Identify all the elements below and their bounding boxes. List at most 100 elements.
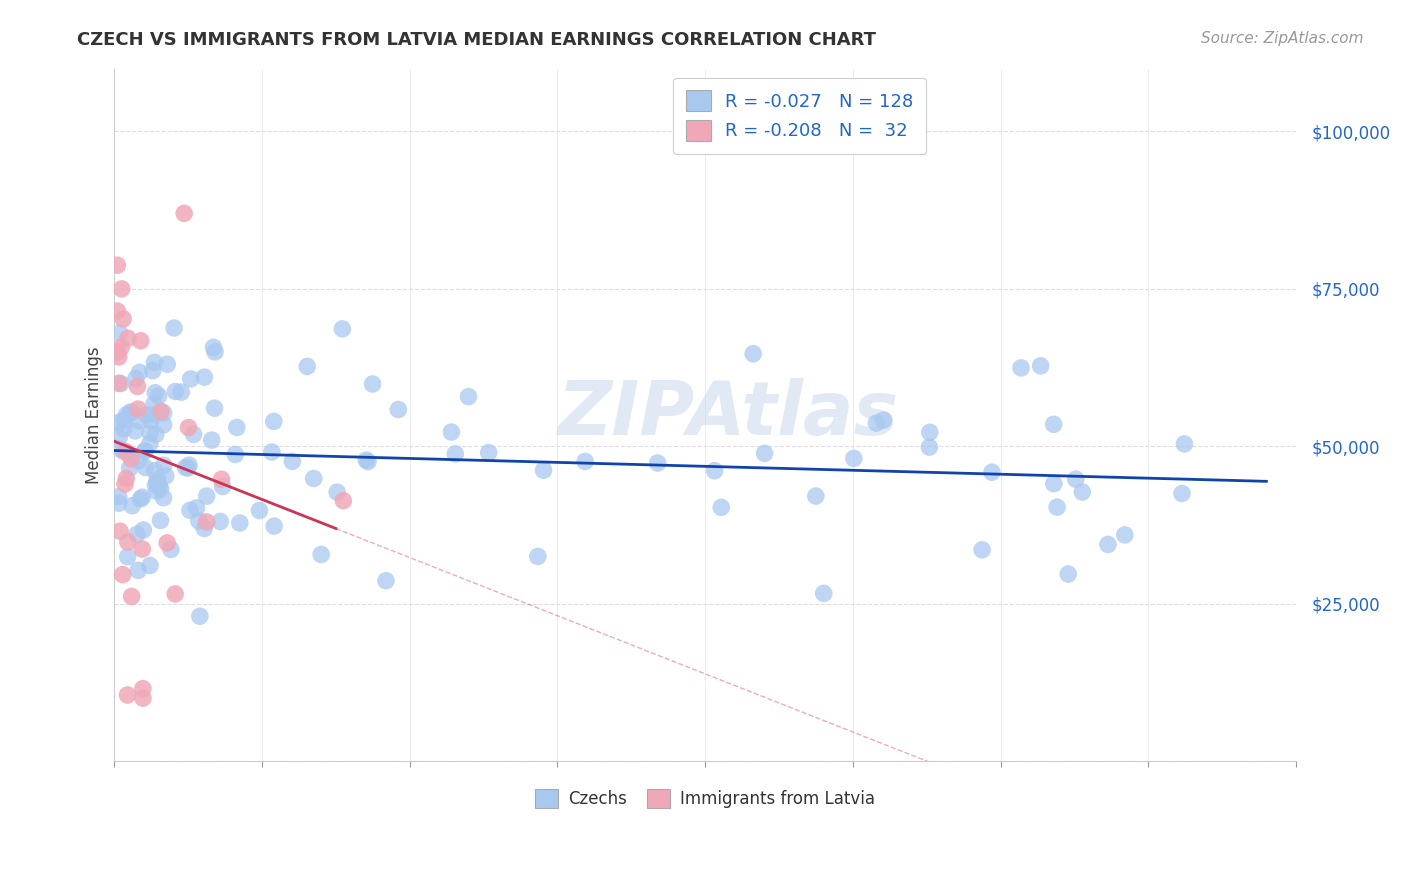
Point — [105, 304, 128, 318]
Point — [107, 376, 129, 391]
Point — [108, 415, 131, 429]
Point — [357, 455, 380, 469]
Point — [1042, 417, 1064, 432]
Point — [1046, 500, 1069, 515]
Text: Source: ZipAtlas.com: Source: ZipAtlas.com — [1201, 31, 1364, 46]
Point — [209, 515, 232, 529]
Point — [145, 427, 167, 442]
Point — [326, 485, 349, 500]
Point — [108, 524, 131, 538]
Point — [177, 420, 200, 434]
Point — [1043, 476, 1066, 491]
Point — [117, 331, 139, 345]
Point — [754, 446, 776, 460]
Point — [143, 464, 166, 478]
Point — [152, 458, 174, 473]
Point — [121, 590, 143, 604]
Point — [204, 401, 226, 416]
Point — [120, 451, 142, 466]
Point — [112, 413, 135, 427]
Point — [804, 489, 827, 503]
Point — [139, 414, 162, 428]
Point — [193, 370, 215, 384]
Point — [1010, 360, 1032, 375]
Point — [249, 503, 271, 517]
Point — [121, 499, 143, 513]
Point — [131, 490, 153, 504]
Point — [478, 445, 501, 459]
Point — [332, 322, 354, 336]
Point — [152, 417, 174, 432]
Point — [224, 448, 246, 462]
Point — [142, 397, 165, 411]
Point — [118, 461, 141, 475]
Point — [302, 471, 325, 485]
Point — [440, 425, 463, 439]
Point — [114, 444, 136, 458]
Point — [710, 500, 733, 515]
Point — [1171, 486, 1194, 500]
Point — [148, 479, 170, 493]
Point — [457, 390, 479, 404]
Point — [332, 493, 354, 508]
Point — [114, 477, 136, 491]
Point — [260, 445, 283, 459]
Point — [146, 475, 169, 490]
Point — [148, 389, 170, 403]
Point — [146, 472, 169, 486]
Point — [374, 574, 396, 588]
Point — [117, 535, 139, 549]
Point — [127, 563, 149, 577]
Point — [183, 427, 205, 442]
Point — [155, 469, 177, 483]
Point — [195, 515, 218, 529]
Point — [152, 491, 174, 505]
Point — [156, 536, 179, 550]
Point — [703, 464, 725, 478]
Legend: Czechs, Immigrants from Latvia: Czechs, Immigrants from Latvia — [529, 782, 882, 815]
Point — [972, 542, 994, 557]
Text: ZIPAtlas: ZIPAtlas — [558, 378, 900, 451]
Point — [115, 408, 138, 422]
Point — [574, 454, 596, 468]
Point — [211, 479, 233, 493]
Point — [112, 422, 135, 436]
Point — [1114, 528, 1136, 542]
Point — [117, 549, 139, 564]
Point — [842, 451, 865, 466]
Point — [145, 483, 167, 498]
Point — [1097, 537, 1119, 551]
Point — [160, 542, 183, 557]
Point — [125, 372, 148, 386]
Point — [281, 454, 304, 468]
Point — [742, 347, 765, 361]
Point — [356, 453, 378, 467]
Point — [111, 567, 134, 582]
Point — [225, 420, 247, 434]
Point — [142, 364, 165, 378]
Point — [163, 321, 186, 335]
Point — [211, 472, 233, 486]
Point — [152, 406, 174, 420]
Point — [918, 425, 941, 440]
Point — [201, 433, 224, 447]
Point — [177, 461, 200, 475]
Point — [143, 385, 166, 400]
Point — [204, 344, 226, 359]
Point — [263, 519, 285, 533]
Point — [125, 527, 148, 541]
Point — [165, 587, 187, 601]
Point — [387, 402, 409, 417]
Point — [297, 359, 319, 374]
Point — [134, 444, 156, 458]
Point — [865, 416, 887, 430]
Point — [112, 311, 135, 326]
Point — [177, 458, 200, 472]
Point — [108, 490, 131, 504]
Point — [108, 430, 131, 444]
Point — [174, 460, 197, 475]
Point — [263, 414, 285, 428]
Point — [179, 503, 201, 517]
Point — [124, 424, 146, 438]
Point — [1071, 485, 1094, 500]
